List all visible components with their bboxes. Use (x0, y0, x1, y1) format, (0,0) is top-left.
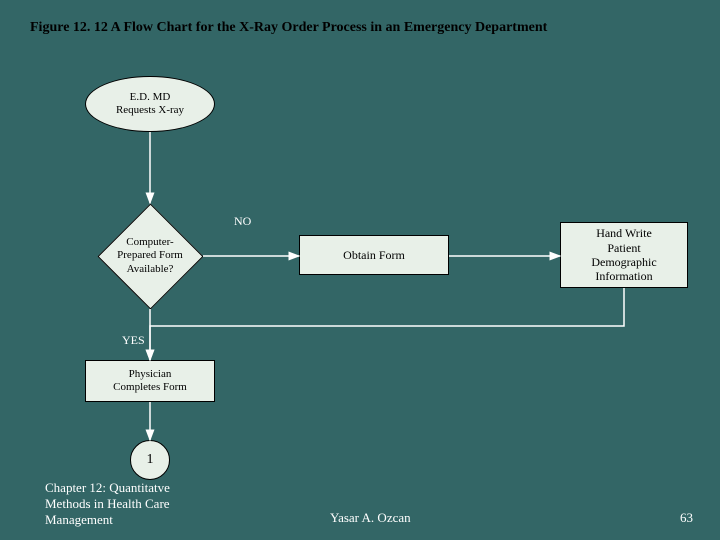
node-connector: 1 (130, 440, 170, 480)
figure-title: Figure 12. 12 A Flow Chart for the X-Ray… (30, 20, 710, 36)
edge-label-yes: YES (122, 333, 145, 348)
footer-right: 63 (680, 510, 693, 526)
node-handwrite-text: Hand WritePatientDemographicInformation (591, 226, 656, 284)
footer-center: Yasar A. Ozcan (330, 510, 411, 526)
node-obtain: Obtain Form (299, 235, 449, 275)
node-start-text: E.D. MDRequests X-ray (116, 91, 184, 117)
node-completes-text: PhysicianCompletes Form (113, 368, 187, 394)
node-decision: Computer-Prepared FormAvailable? (97, 203, 203, 309)
edge-label-no: NO (234, 214, 251, 229)
footer-left: Chapter 12: QuantitatveMethods in Health… (45, 480, 170, 528)
node-connector-text: 1 (147, 452, 154, 469)
node-decision-text: Computer-Prepared FormAvailable? (117, 236, 183, 276)
node-completes: PhysicianCompletes Form (85, 360, 215, 402)
node-obtain-text: Obtain Form (343, 248, 405, 262)
node-handwrite: Hand WritePatientDemographicInformation (560, 222, 688, 288)
node-start: E.D. MDRequests X-ray (85, 76, 215, 132)
